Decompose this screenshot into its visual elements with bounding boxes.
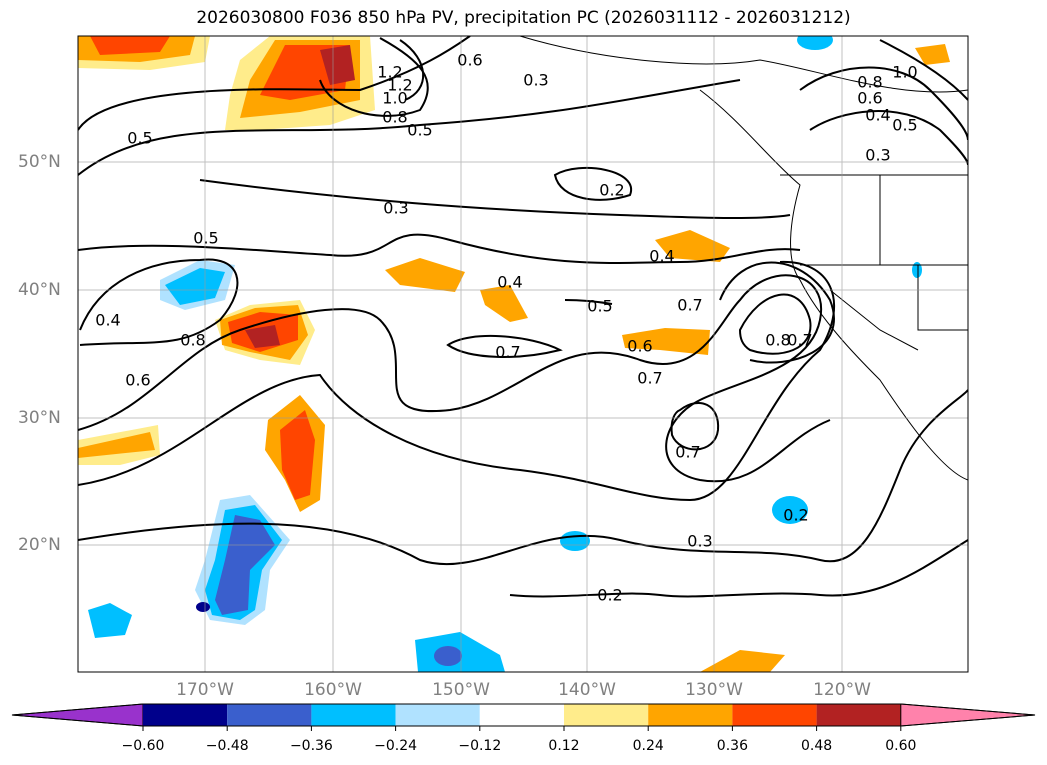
figure-title: 2026030800 F036 850 hPa PV, precipitatio… — [196, 8, 851, 28]
colorbar-swatch — [395, 704, 480, 726]
colorbar-tick-label: 0.12 — [548, 738, 580, 754]
colorbar-swatch — [227, 704, 312, 726]
colorbar-swatch — [648, 704, 733, 726]
contour-label: 0.6 — [125, 370, 151, 390]
lat-label-50n: 50°N — [18, 152, 61, 172]
contour-label: 0.5 — [892, 115, 918, 135]
colorbar-tick-label: −0.24 — [374, 738, 418, 754]
lat-label-20n: 20°N — [18, 535, 61, 555]
colorbar-swatch — [732, 704, 817, 726]
colorbar-swatch — [143, 704, 228, 726]
colorbar-extend-max — [900, 703, 1036, 727]
colorbar-swatch — [816, 704, 901, 726]
colorbar-swatch — [564, 704, 649, 726]
contour-label: 0.3 — [687, 531, 713, 551]
lon-label-170w: 170°W — [176, 680, 234, 700]
contour-label: 1.2 — [377, 62, 403, 82]
contour-label: 0.8 — [180, 330, 206, 350]
lon-label-130w: 130°W — [685, 680, 743, 700]
contour-label: 0.8 — [382, 107, 408, 127]
colorbar-tick-label: −0.48 — [205, 738, 249, 754]
contour-label: 0.2 — [783, 505, 809, 525]
colorbar-tick-label: −0.12 — [458, 738, 502, 754]
colorbar-extend-min — [11, 703, 144, 727]
colorbar-swatch — [479, 704, 564, 726]
contour-label: 0.5 — [127, 128, 153, 148]
contour-label: 0.6 — [457, 50, 483, 70]
contour-label: 0.5 — [193, 228, 219, 248]
colorbar-tick-label: 0.36 — [716, 738, 748, 754]
colorbar — [11, 703, 1036, 731]
colorbar-tick-label: −0.60 — [121, 738, 165, 754]
contour-label: 0.5 — [407, 120, 433, 140]
graticule — [78, 36, 968, 672]
contour-label: 0.7 — [677, 295, 703, 315]
contour-label: 0.7 — [495, 342, 521, 362]
contour-label: 0.8 — [857, 72, 883, 92]
contour-label: 0.6 — [627, 336, 653, 356]
contour-label: 1.0 — [892, 62, 918, 82]
contour-label: 0.4 — [95, 310, 121, 330]
map-frame — [77, 35, 969, 673]
colorbar-tick-label: 0.60 — [885, 738, 917, 754]
contour-label: 0.6 — [857, 88, 883, 108]
colorbar-tick-label: 0.48 — [801, 738, 833, 754]
contour-label: 0.3 — [865, 145, 891, 165]
contour-label: 0.3 — [383, 198, 409, 218]
coastlines — [519, 36, 968, 481]
contour-label: 0.4 — [649, 246, 675, 266]
pv-contours — [78, 36, 968, 598]
contour-label: 0.4 — [497, 272, 523, 292]
precip-shading — [78, 36, 968, 672]
contour-label: 0.2 — [597, 585, 623, 605]
contour-label: 0.2 — [599, 180, 625, 200]
contour-label: 0.7 — [787, 330, 813, 350]
contour-label: 0.7 — [675, 442, 701, 462]
colorbar-swatch — [311, 704, 396, 726]
contour-label: 0.3 — [523, 70, 549, 90]
contour-label: 1.0 — [382, 88, 408, 108]
contour-label: 0.5 — [587, 296, 613, 316]
lon-label-160w: 160°W — [304, 680, 362, 700]
contour-label: 1.2 — [387, 75, 413, 95]
colorbar-tick-label: 0.24 — [632, 738, 664, 754]
lat-label-30n: 30°N — [18, 408, 61, 428]
lon-label-150w: 150°W — [432, 680, 490, 700]
contour-label: 0.7 — [637, 368, 663, 388]
colorbar-tick-label: −0.36 — [289, 738, 333, 754]
lon-label-120w: 120°W — [813, 680, 871, 700]
contour-label: 0.8 — [765, 330, 791, 350]
contour-label: 0.4 — [865, 105, 891, 125]
lon-label-140w: 140°W — [558, 680, 616, 700]
lat-label-40n: 40°N — [18, 280, 61, 300]
